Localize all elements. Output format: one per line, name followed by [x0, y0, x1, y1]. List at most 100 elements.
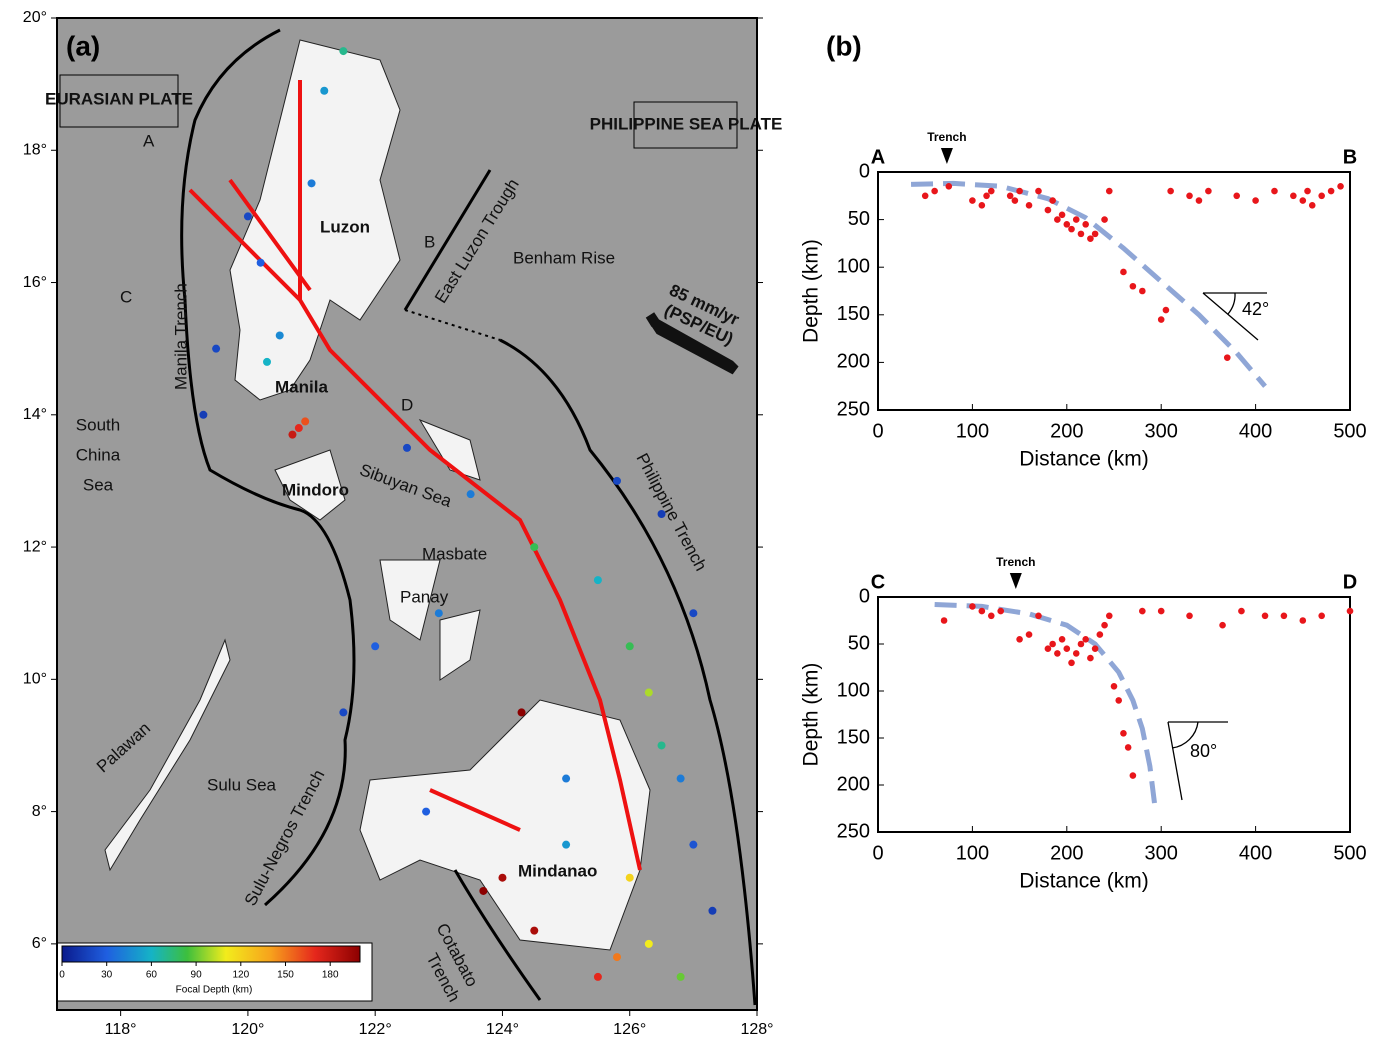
- dip-angle: 80°: [1190, 741, 1217, 761]
- x-tick-label: 0: [872, 842, 883, 864]
- slab-line: [934, 602, 1158, 805]
- trench-label: Manila Trench: [171, 283, 190, 390]
- quake: [689, 840, 698, 849]
- quake: [708, 906, 717, 915]
- x-tick-label: 126°: [613, 1021, 646, 1038]
- x-tick-label: 300: [1145, 842, 1178, 864]
- y-tick-label: 150: [837, 303, 870, 325]
- quake: [676, 972, 685, 981]
- x-tick-label: 120°: [231, 1021, 264, 1038]
- point: [1110, 683, 1118, 690]
- y-tick-label: 12°: [23, 538, 47, 555]
- trench-label: Trench: [996, 555, 1035, 569]
- quake: [288, 430, 297, 439]
- place-label: Mindanao: [518, 861, 597, 880]
- point: [1129, 772, 1137, 779]
- quake: [307, 179, 316, 188]
- x-tick-label: 128°: [740, 1021, 773, 1038]
- point: [1063, 645, 1071, 652]
- map-frame: [56, 17, 758, 1011]
- point: [1049, 640, 1056, 648]
- profile-end: D: [1343, 571, 1357, 593]
- point: [1219, 621, 1226, 629]
- point: [1101, 621, 1108, 629]
- quakes: [199, 47, 717, 981]
- point: [978, 202, 986, 209]
- profile-start: C: [871, 571, 885, 593]
- quake: [371, 642, 380, 651]
- point: [1139, 607, 1146, 615]
- x-tick-label: 500: [1333, 420, 1366, 442]
- y-tick-label: 0: [859, 160, 870, 182]
- quake: [301, 417, 310, 426]
- panel-label: (a): [66, 30, 100, 61]
- y-tick-label: 100: [837, 255, 870, 277]
- point: [1082, 221, 1089, 228]
- y-tick-label: 10°: [23, 671, 47, 688]
- y-tick-label: 150: [837, 726, 870, 748]
- point: [1025, 631, 1033, 638]
- point: [1252, 197, 1259, 204]
- quake: [562, 774, 571, 783]
- y-tick-label: 200: [837, 351, 870, 373]
- point: [1044, 645, 1052, 652]
- point: [1120, 268, 1127, 276]
- point: [1068, 659, 1075, 667]
- quake: [625, 642, 634, 651]
- point: [1105, 187, 1113, 195]
- trenches: [180, 28, 757, 1006]
- y-tick-label: 16°: [23, 274, 47, 291]
- point: [1068, 225, 1075, 233]
- trench-marker: [1009, 573, 1022, 589]
- place-label: Panay: [400, 587, 449, 606]
- point: [969, 603, 976, 610]
- quake: [644, 688, 653, 697]
- point: [1205, 187, 1212, 195]
- point: [1157, 316, 1165, 323]
- sea-label: Sulu Sea: [207, 775, 277, 794]
- x-tick-label: 118°: [105, 1021, 137, 1038]
- point: [1091, 230, 1099, 238]
- point: [1186, 192, 1193, 200]
- point: [1346, 607, 1354, 615]
- colorbar-tick-label: 150: [277, 970, 294, 981]
- point: [1299, 617, 1307, 624]
- point: [1016, 187, 1023, 195]
- point: [1035, 612, 1042, 620]
- colorbar-tick-label: 0: [59, 970, 65, 981]
- quake: [339, 708, 348, 717]
- point: [1124, 744, 1132, 751]
- x-tick-label: 400: [1239, 842, 1272, 864]
- slab-line: [910, 180, 1267, 388]
- quake: [212, 344, 221, 353]
- point: [1105, 612, 1113, 620]
- point: [1087, 654, 1094, 662]
- plot-frame: [877, 171, 1351, 411]
- x-tick-label: 100: [956, 420, 989, 442]
- place-label: Benham Rise: [513, 248, 615, 267]
- x-tick-label: 100: [956, 842, 989, 864]
- point: [1162, 306, 1170, 314]
- quake: [517, 708, 526, 717]
- point: [1195, 197, 1203, 204]
- point: [1304, 187, 1311, 195]
- profile-start: A: [871, 146, 885, 168]
- colorbar-tick-label: 180: [322, 970, 339, 981]
- dip-angle: 42°: [1242, 299, 1269, 319]
- quake: [593, 972, 602, 981]
- y-axis-label: Depth (km): [800, 239, 823, 343]
- point: [1280, 612, 1288, 620]
- colorbar: [61, 945, 361, 963]
- point: [1077, 640, 1085, 648]
- colorbar-tick-label: 30: [101, 970, 113, 981]
- quake: [625, 873, 634, 882]
- place-label: Mindoro: [282, 480, 349, 499]
- y-tick-label: 50: [848, 632, 870, 654]
- quake: [593, 576, 602, 585]
- panel-label: (b): [826, 30, 862, 61]
- point: [1290, 192, 1297, 200]
- point: [1327, 187, 1335, 195]
- colorbar-tick-label: 90: [191, 970, 203, 981]
- label-box: [59, 74, 179, 128]
- quake: [422, 807, 431, 816]
